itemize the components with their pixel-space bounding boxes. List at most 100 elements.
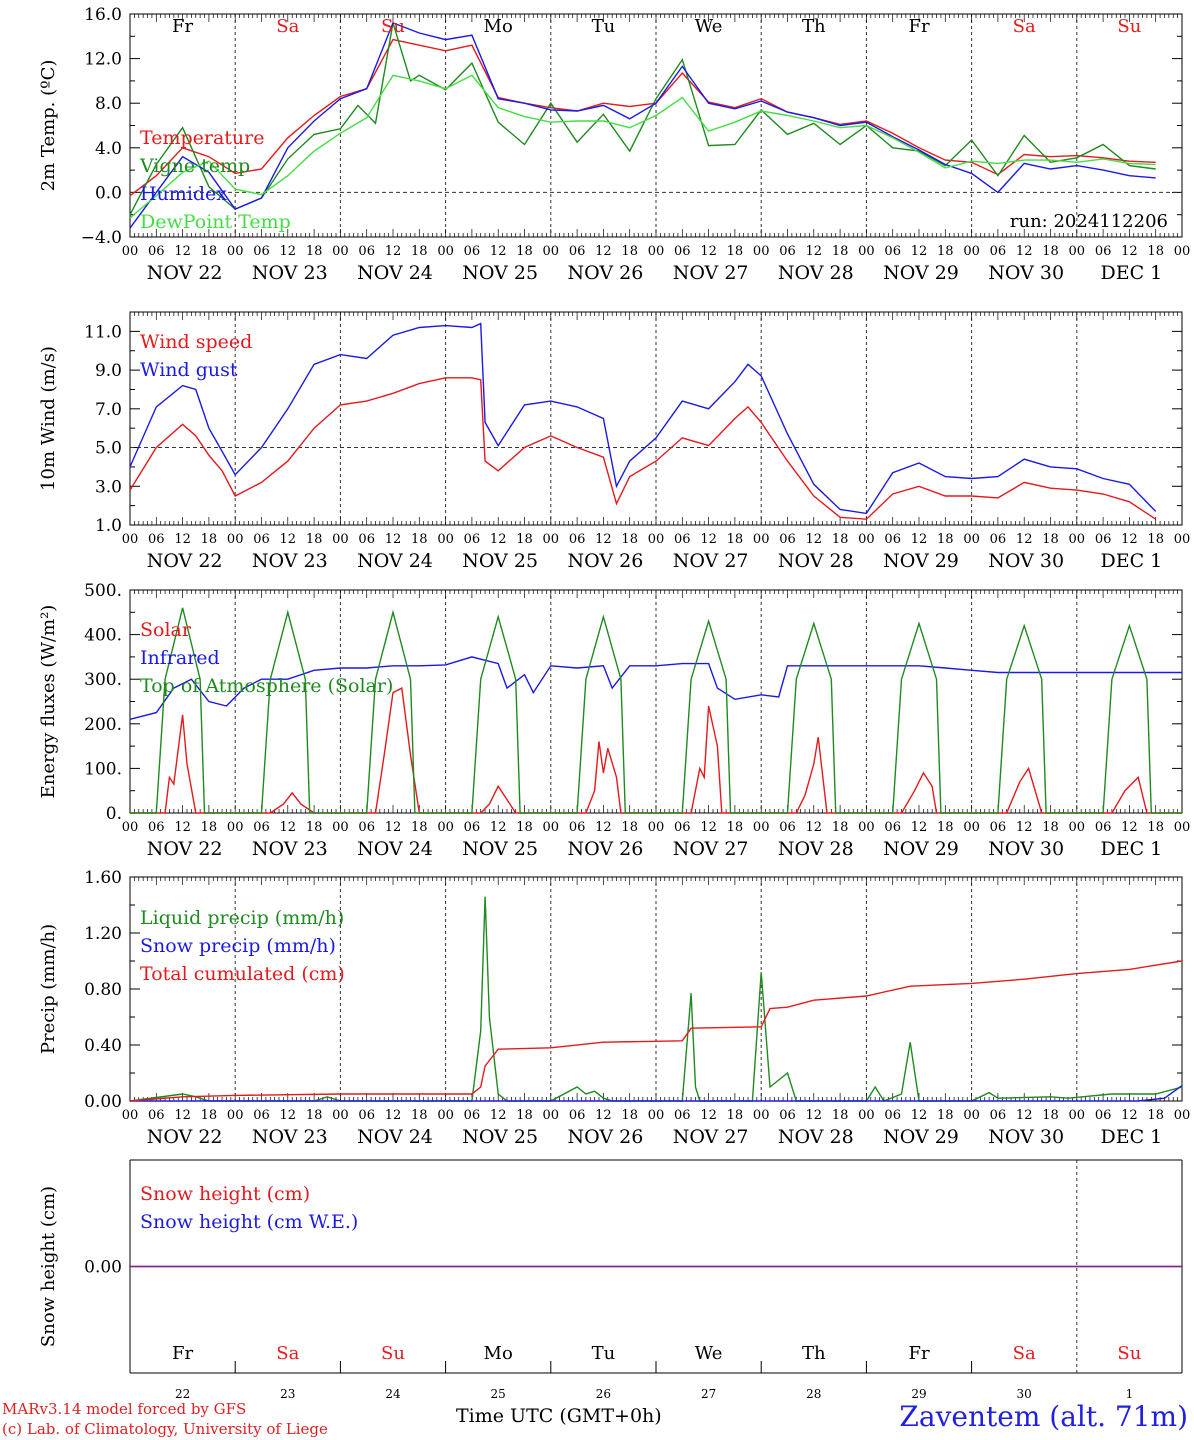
hour-label: 06 [253,244,270,259]
date-label: NOV 27 [673,838,749,860]
date-label: NOV 25 [462,1126,538,1148]
hour-label: 06 [358,532,375,547]
y-tick-label: 7.0 [95,400,122,420]
date-label: NOV 24 [357,550,433,572]
legend-entry: Humidex [140,183,227,205]
hour-label: 18 [621,532,638,547]
date-label: NOV 28 [778,838,854,860]
hour-label: 18 [937,244,954,259]
hour-label: 12 [490,820,507,835]
hour-label: 06 [779,244,796,259]
y-tick-label: 8.0 [95,94,122,114]
panel-2 [129,311,1183,526]
day-number: 28 [806,1387,821,1401]
hour-label: 00 [753,244,770,259]
hour-label: 18 [1147,1108,1164,1123]
hour-label: 06 [990,244,1007,259]
day-name: Fr [172,16,193,37]
hour-label: 00 [122,1108,139,1123]
hour-label: 18 [621,244,638,259]
hour-label: 00 [332,532,349,547]
hour-label: 00 [1069,820,1086,835]
date-label: NOV 25 [462,262,538,284]
hour-label: 18 [201,820,218,835]
hour-label: 00 [858,244,875,259]
date-label: NOV 23 [252,838,328,860]
day-name: Su [1117,1343,1141,1364]
hour-label: 12 [385,820,402,835]
hour-label: 06 [358,244,375,259]
series-line-2 [129,22,1156,216]
date-label: NOV 24 [357,262,433,284]
hour-label: 12 [806,1108,823,1123]
hour-label: 12 [700,820,717,835]
date-label: NOV 29 [883,550,959,572]
hour-label: 18 [727,1108,744,1123]
series-line-3 [129,960,1183,1102]
y-tick-label: 16.0 [84,5,122,25]
hour-label: 00 [858,1108,875,1123]
series-line-1 [129,377,1157,520]
y-tick-label: 0.00 [84,1258,122,1278]
day-number: 23 [280,1387,295,1401]
hour-label: 00 [332,820,349,835]
y-tick-label: 0. [106,804,122,824]
hour-label: 12 [1121,820,1138,835]
y-tick-label: 0.00 [84,1092,122,1112]
day-name: Mo [484,1343,513,1364]
run-annotation: run: 2024112206 [1010,211,1168,232]
y-tick-label: 4.0 [95,139,122,159]
hour-label: 18 [937,532,954,547]
day-name: Sa [276,1343,299,1364]
hour-label: 12 [911,532,928,547]
date-label: DEC 1 [1101,262,1163,284]
hour-label: 06 [674,532,691,547]
day-name: We [695,1343,723,1364]
hour-label: 12 [280,1108,297,1123]
hour-label: 18 [201,532,218,547]
panel-4 [129,876,1183,1102]
hour-label: 18 [621,820,638,835]
legend-entry: Top of Atmosphere (Solar) [140,675,393,697]
hour-label: 18 [306,1108,323,1123]
legend-entry: Snow precip (mm/h) [140,935,336,957]
hour-label: 00 [332,244,349,259]
date-label: NOV 30 [988,550,1064,572]
hour-label: 12 [490,532,507,547]
hour-label: 06 [779,820,796,835]
hour-label: 18 [1042,244,1059,259]
hour-label: 12 [595,244,612,259]
hour-label: 00 [437,244,454,259]
date-label: NOV 22 [147,838,223,860]
date-label: DEC 1 [1101,550,1163,572]
day-name: Tu [592,16,616,37]
day-name: Su [1117,16,1141,37]
hour-label: 18 [411,820,428,835]
date-label: NOV 24 [357,1126,433,1148]
legend-entry: Wind gust [140,359,238,381]
hour-label: 18 [411,244,428,259]
hour-label: 12 [1016,1108,1033,1123]
panel-5 [129,1159,1183,1374]
hour-label: 18 [201,244,218,259]
hour-label: 18 [411,532,428,547]
hour-label: 00 [227,1108,244,1123]
hour-label: 12 [806,244,823,259]
date-label: NOV 27 [673,1126,749,1148]
hour-label: 12 [1121,1108,1138,1123]
hour-label: 18 [832,820,849,835]
hour-label: 18 [832,532,849,547]
hour-label: 06 [779,1108,796,1123]
day-name: We [695,16,723,37]
hour-label: 18 [1147,244,1164,259]
hour-label: 06 [884,1108,901,1123]
hour-label: 12 [700,532,717,547]
hour-label: 12 [911,820,928,835]
hour-label: 00 [227,820,244,835]
y-tick-label: 500. [84,581,122,601]
day-name: Mo [484,16,513,37]
hour-label: 06 [884,244,901,259]
hour-label: 00 [437,820,454,835]
y-tick-label: 1.60 [84,868,122,888]
